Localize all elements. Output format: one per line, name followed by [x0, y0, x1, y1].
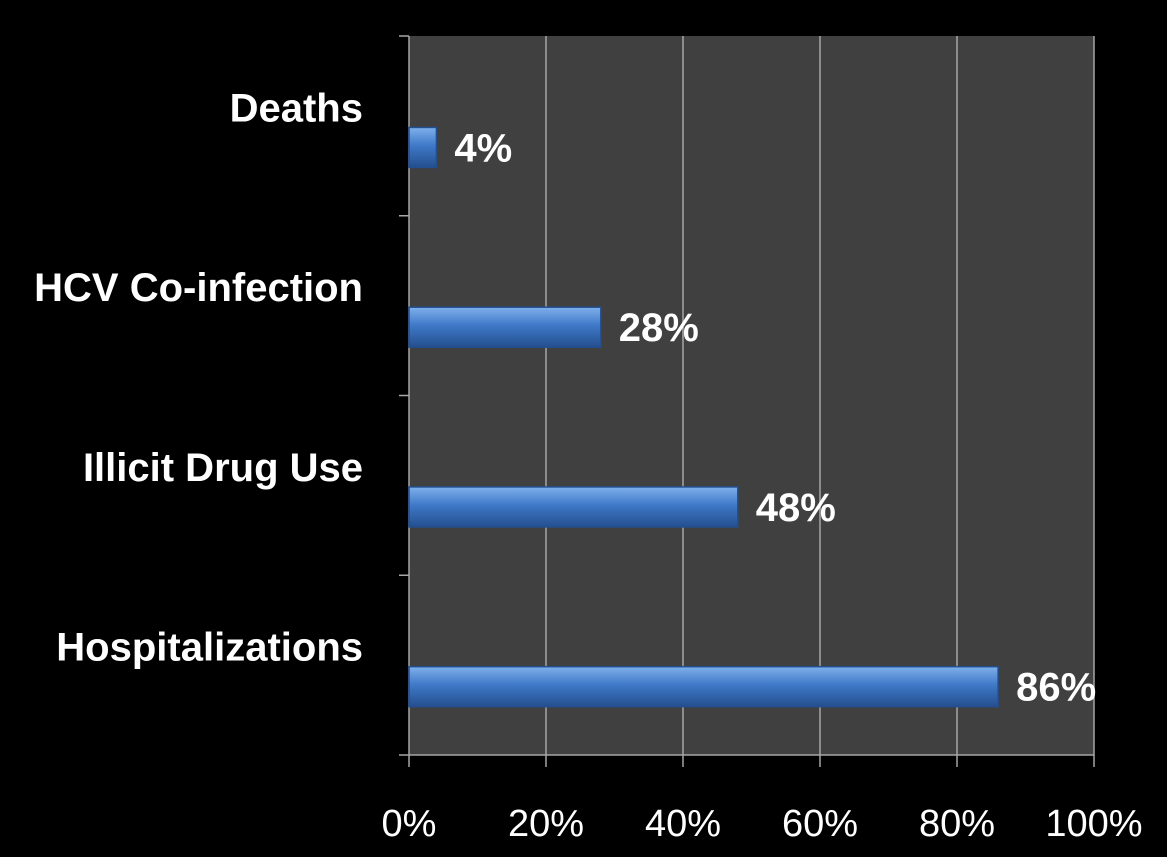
category-label: HCV Co-infection	[34, 266, 363, 310]
value-label: 28%	[619, 306, 699, 350]
x-tick-label: 60%	[782, 803, 858, 845]
bar	[408, 665, 999, 708]
category-label: Hospitalizations	[56, 626, 363, 670]
category-labels: Deaths HCV Co-infection Illicit Drug Use Ho…	[34, 86, 363, 669]
bar	[408, 126, 438, 169]
value-label: 4%	[454, 126, 512, 170]
gridlines	[408, 36, 1095, 767]
x-tick-label: 100%	[1045, 803, 1142, 845]
x-tick-label: 20%	[508, 803, 584, 845]
bar	[408, 486, 739, 528]
value-label: 86%	[1016, 666, 1096, 710]
x-tick-label: 0%	[382, 803, 437, 845]
x-tick-label: 80%	[919, 803, 995, 845]
x-tick-labels: 0% 20% 40% 60% 80% 100%	[382, 803, 1143, 845]
category-label: Illicit Drug Use	[83, 446, 363, 490]
bar	[408, 306, 602, 348]
value-label: 48%	[756, 486, 836, 530]
category-label: Deaths	[230, 86, 363, 130]
bars	[408, 126, 999, 708]
value-labels: 4% 28% 48% 86%	[454, 126, 1096, 709]
x-tick-label: 40%	[645, 803, 721, 845]
plot-area	[409, 36, 1094, 755]
